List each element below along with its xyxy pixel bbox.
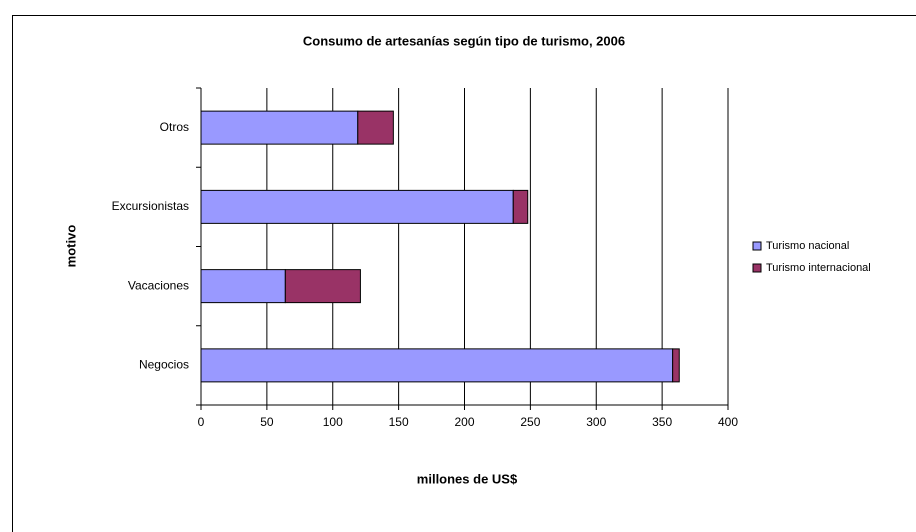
y-tick-label: Vacaciones xyxy=(128,278,189,292)
x-tick-label: 300 xyxy=(586,415,606,429)
bar-segment xyxy=(200,269,286,304)
bar-segment xyxy=(200,348,674,383)
x-tick-label: 100 xyxy=(323,415,343,429)
x-axis-label: millones de US$ xyxy=(417,471,518,486)
legend-label: Turismo internacional xyxy=(766,262,871,274)
legend-swatch xyxy=(752,241,762,251)
bar-segment xyxy=(200,189,514,224)
y-axis-label: motivo xyxy=(63,225,78,268)
x-tick-label: 350 xyxy=(652,415,672,429)
bar-segment xyxy=(672,348,680,383)
legend-label: Turismo nacional xyxy=(766,240,849,252)
x-tick-label: 400 xyxy=(718,415,738,429)
y-tick-label: Otros xyxy=(160,120,189,134)
bar-segment xyxy=(284,269,361,304)
bar-segment xyxy=(357,110,394,145)
x-tick-label: 250 xyxy=(520,415,540,429)
legend-swatch xyxy=(752,263,762,273)
x-tick-label: 50 xyxy=(260,415,274,429)
y-tick-label: Negocios xyxy=(139,358,189,372)
bar-segment xyxy=(200,110,359,145)
x-tick-label: 200 xyxy=(454,415,474,429)
bar-segment xyxy=(512,189,529,224)
y-tick-label: Excursionistas xyxy=(112,199,189,213)
x-tick-label: 0 xyxy=(198,415,205,429)
x-tick-label: 150 xyxy=(389,415,409,429)
chart-title: Consumo de artesanías según tipo de turi… xyxy=(303,33,625,48)
